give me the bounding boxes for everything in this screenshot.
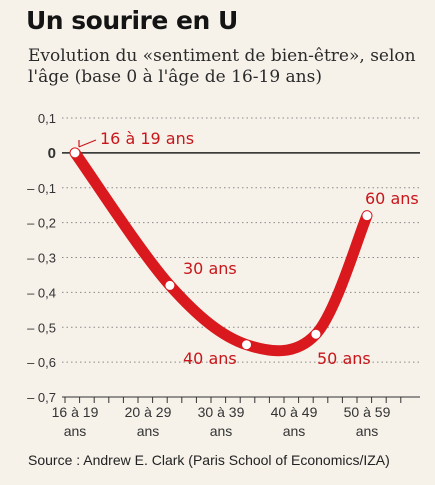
chart-title: Un sourire en U [26, 6, 238, 35]
x-tick-label-line2: ans [64, 423, 87, 439]
x-tick-label: 20 à 29 [125, 404, 172, 420]
y-tick-label: – 0,1 [27, 181, 56, 196]
point-label: 60 ans [365, 189, 419, 208]
x-tick-label-line2: ans [283, 423, 306, 439]
y-tick-label: – 0,5 [27, 320, 56, 335]
x-tick-label: 30 à 39 [198, 404, 245, 420]
point-label: 40 ans [183, 349, 237, 368]
x-tick-label-line2: ans [356, 423, 379, 439]
y-tick-label: 0 [48, 145, 56, 162]
point-label: 16 à 19 ans [100, 129, 194, 148]
y-tick-label: – 0,3 [27, 251, 56, 266]
y-tick-label: – 0,2 [27, 216, 56, 231]
data-point [362, 211, 372, 221]
data-point [70, 148, 80, 158]
y-tick-label: – 0,6 [27, 355, 56, 370]
data-point [311, 329, 321, 339]
point-label: 30 ans [183, 259, 237, 278]
x-tick-label-line2: ans [210, 423, 233, 439]
chart-source: Source : Andrew E. Clark (Paris School o… [28, 452, 390, 468]
x-tick-label: 50 à 59 [344, 404, 391, 420]
y-tick-label: 0,1 [38, 111, 56, 126]
x-tick-label: 40 à 49 [271, 404, 318, 420]
x-tick-label-line2: ans [137, 423, 160, 439]
u-curve-line [69, 147, 373, 357]
label-leader-line [78, 139, 97, 148]
y-tick-label: – 0,4 [27, 285, 56, 300]
chart-subtitle: Evolution du «sentiment de bien-être», s… [28, 46, 416, 87]
data-point [165, 280, 175, 290]
y-tick-label: – 0,7 [27, 390, 56, 405]
point-label: 50 ans [317, 349, 371, 368]
data-point [242, 340, 252, 350]
x-tick-label: 16 à 19 [52, 404, 99, 420]
